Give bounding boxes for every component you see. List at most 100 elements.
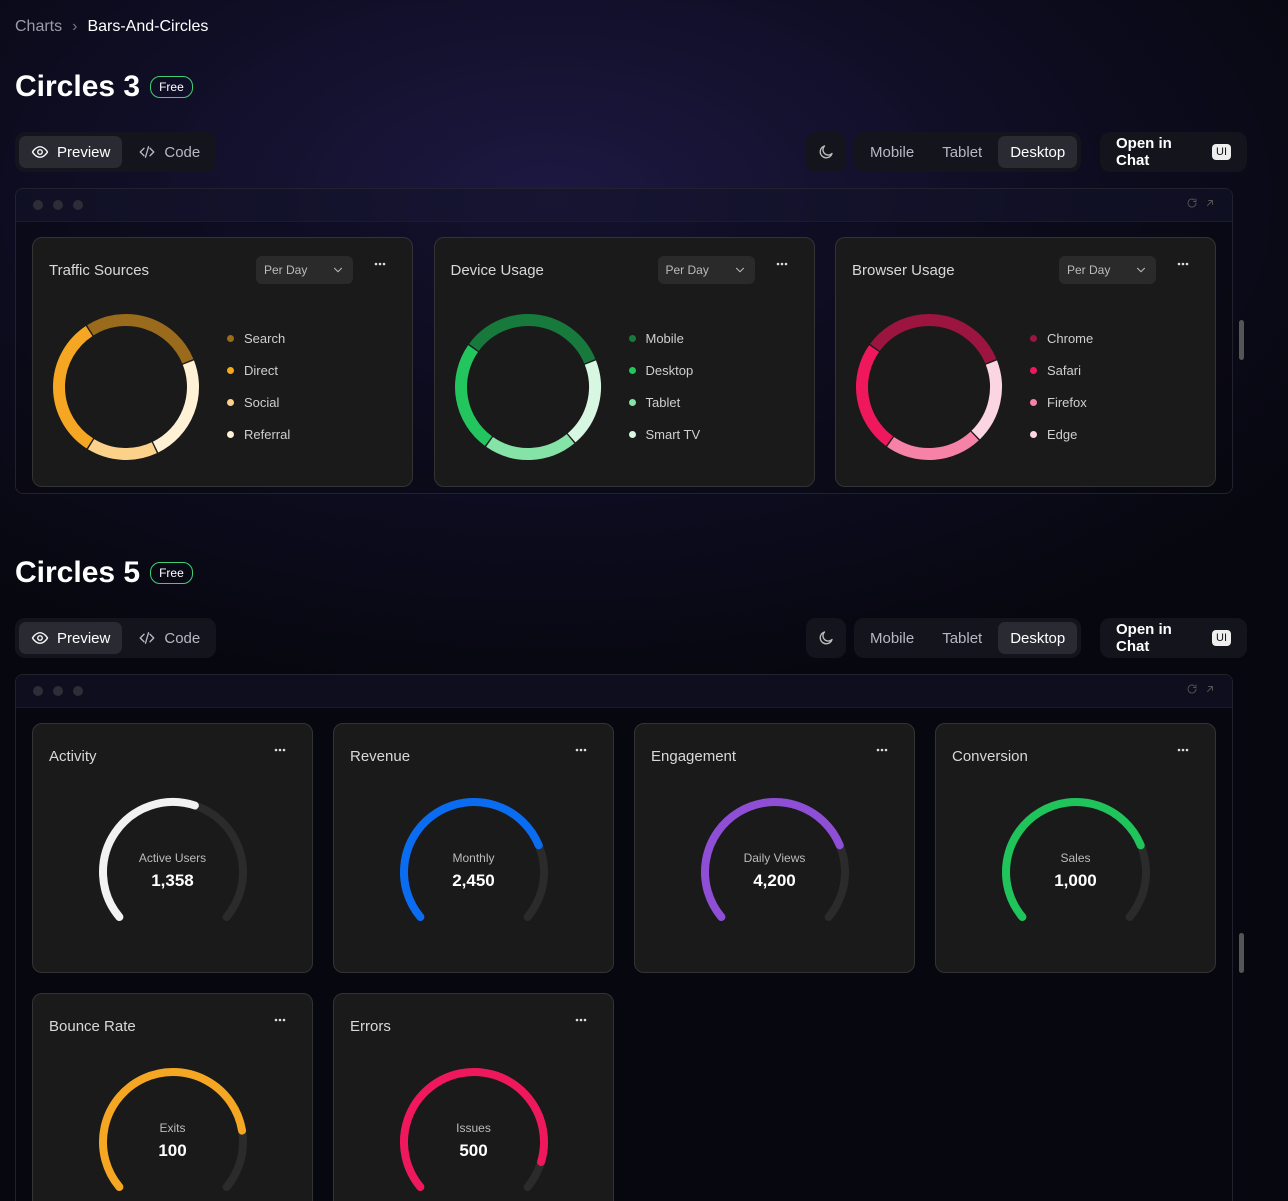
more-button[interactable] [569, 738, 593, 762]
open-in-chat[interactable]: Open in Chat UI [1100, 618, 1247, 658]
device-button[interactable]: Mobile [870, 143, 915, 161]
card-title: Conversion [952, 748, 1028, 765]
legend-dot [227, 366, 234, 374]
gauge-chart [400, 798, 548, 921]
tab-button[interactable]: Code [126, 136, 212, 168]
legend-label: Edge [1047, 426, 1078, 442]
chevron-icon-path [334, 267, 343, 273]
reload-icon-path [1187, 684, 1197, 694]
chevron-icon [334, 267, 343, 273]
section-header: Circles 5 Free [15, 556, 193, 590]
breadcrumb-current: Bars-And-Circles [87, 18, 209, 35]
gauge-label: Active Users [138, 851, 207, 865]
moon-icon [819, 631, 833, 645]
donut-segment [454, 345, 492, 446]
legend-dot [628, 430, 636, 438]
donut-card: Traffic Sources Per Day Search Direct Social… [32, 237, 413, 487]
more-dot [374, 262, 378, 266]
open-label: Open in Chat [1116, 135, 1172, 169]
legend-item: Tablet [628, 386, 701, 418]
window-dot [33, 686, 43, 696]
expand-icon [1207, 200, 1213, 206]
more-dot [784, 262, 787, 266]
more-icon [776, 262, 787, 266]
device-button[interactable]: Desktop [998, 622, 1078, 654]
more-button[interactable] [268, 738, 292, 762]
legend-item: Referral [227, 418, 290, 450]
legend-dot [1030, 398, 1037, 406]
device-button[interactable]: Tablet [942, 143, 983, 161]
tab-button[interactable]: Preview [19, 136, 123, 168]
ui-badge: UI [1212, 630, 1231, 646]
more-dot [780, 262, 783, 266]
chevron-icon-path [1137, 267, 1146, 273]
more-button[interactable] [268, 1008, 292, 1032]
legend-item: Edge [1030, 418, 1093, 450]
tab-label: Preview [57, 143, 111, 161]
theme-toggle[interactable] [806, 618, 846, 658]
breadcrumb: Charts › Bars-And-Circles [15, 18, 208, 36]
donut-chart [856, 314, 1002, 460]
breadcrumb-link[interactable]: Charts [15, 18, 63, 35]
more-dot [1181, 748, 1185, 752]
scrollbar [1239, 320, 1244, 360]
gauge-label: Issues [456, 1121, 491, 1135]
reload-icon [1187, 684, 1197, 694]
more-button[interactable] [870, 738, 894, 762]
open-in-chat[interactable]: Open in Chat UI [1100, 132, 1247, 172]
donut-card: Device Usage Per Day Mobile Desktop Tablet Sm… [433, 237, 815, 487]
more-icon [575, 748, 587, 752]
donut-segment [971, 360, 1002, 440]
legend-label: Chrome [1047, 330, 1094, 346]
more-button[interactable] [770, 252, 794, 276]
more-button[interactable] [368, 252, 392, 276]
gauge-value: 1,000 [1054, 871, 1097, 890]
gauge-chart [701, 798, 849, 921]
gauge-value: 500 [459, 1141, 488, 1160]
more-dot [282, 1018, 286, 1022]
frame-bar [16, 189, 1232, 222]
more-dot [583, 748, 587, 752]
donut-segment [870, 314, 997, 364]
period-select[interactable]: Per Day [1059, 256, 1157, 284]
more-button[interactable] [569, 1008, 593, 1032]
select-label: Per Day [1067, 263, 1111, 277]
more-dot [278, 1018, 282, 1022]
gauge-card: Bounce Rate Exits 100 [32, 993, 313, 1201]
gauge-card: Conversion Sales 1,000 [935, 723, 1216, 973]
more-dot [1181, 262, 1185, 266]
more-dot [876, 748, 880, 752]
ui-badge: UI [1212, 144, 1231, 160]
theme-toggle[interactable] [806, 132, 846, 172]
tab-button[interactable]: Code [126, 622, 212, 654]
gauge-value: 100 [158, 1141, 187, 1160]
more-button[interactable] [1171, 252, 1195, 276]
gauge-label: Exits [159, 1121, 186, 1135]
tab-label: Preview [57, 629, 111, 647]
period-select[interactable]: Per Day [657, 256, 755, 284]
card-title: Errors [350, 1018, 391, 1035]
donut-segment [485, 434, 574, 460]
more-button[interactable] [1171, 738, 1195, 762]
view-tabs: Preview Code [15, 618, 217, 658]
device-button[interactable]: Mobile [870, 629, 915, 647]
gauge-fill [400, 1068, 548, 1191]
device-button[interactable]: Desktop [998, 136, 1078, 168]
legend-dot [628, 398, 636, 406]
donut-segment [468, 314, 595, 364]
card-title: Bounce Rate [49, 1018, 136, 1035]
legend: Chrome Safari Firefox Edge [1030, 322, 1093, 450]
gauge-value: 4,200 [753, 871, 796, 890]
legend-item: Smart TV [628, 418, 700, 450]
legend-label: Direct [244, 362, 278, 378]
legend: Search Direct Social Referral [227, 322, 290, 450]
more-dot [579, 748, 583, 752]
tab-button[interactable]: Preview [19, 622, 123, 654]
device-tabs: Mobile Tablet Desktop [854, 132, 1082, 172]
expand-icon [1207, 686, 1213, 692]
period-select[interactable]: Per Day [256, 256, 354, 284]
more-dot [575, 1018, 579, 1022]
device-button[interactable]: Tablet [942, 629, 983, 647]
legend-item: Chrome [1030, 322, 1093, 354]
